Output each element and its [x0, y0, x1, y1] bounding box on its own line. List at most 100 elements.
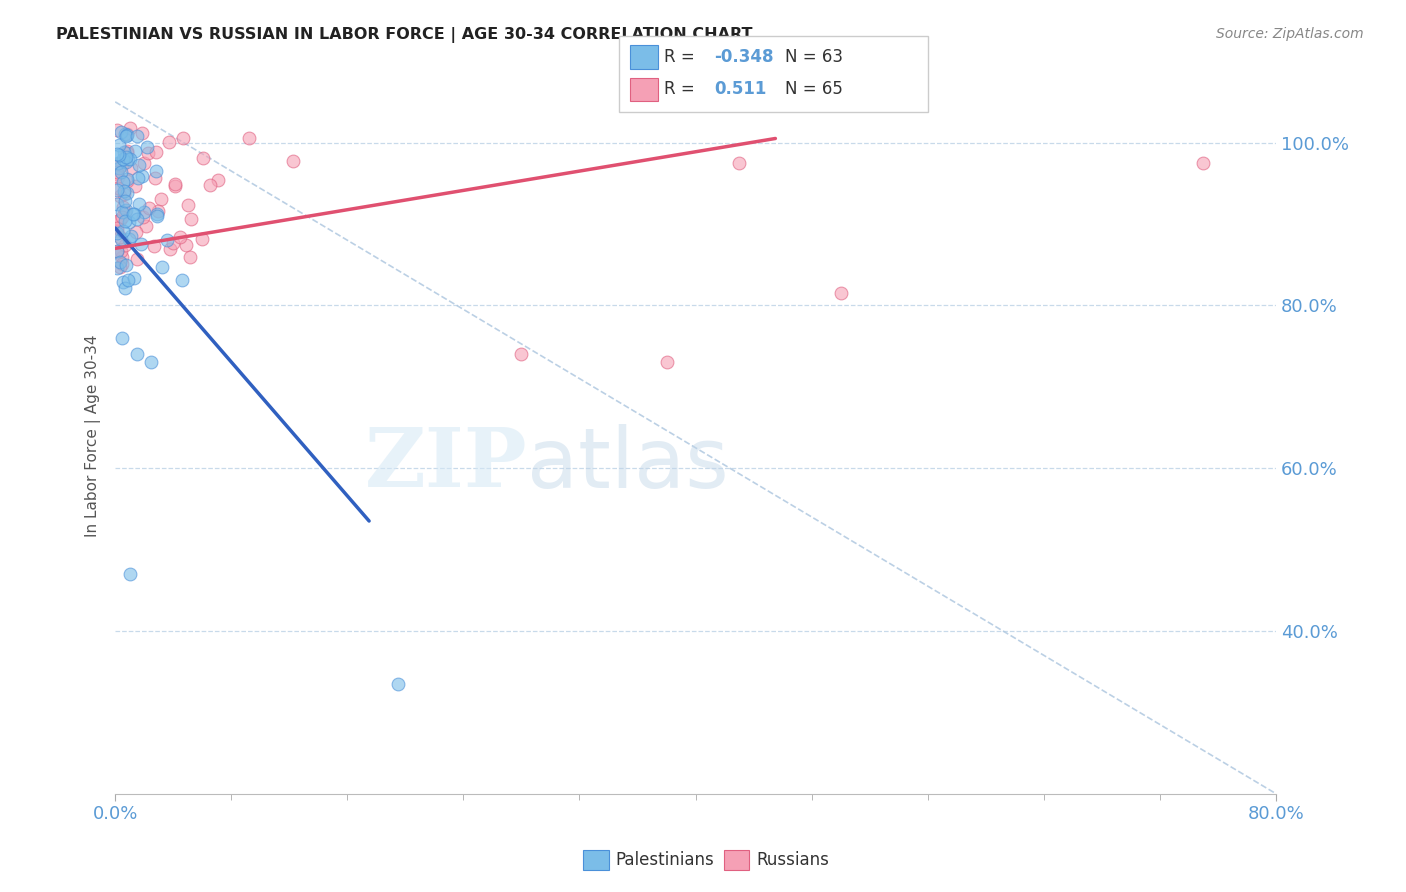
Point	[118, 120, 141, 135]
Point	[177, 198, 200, 212]
Point	[111, 250, 134, 264]
Point	[128, 197, 150, 211]
Point	[105, 165, 128, 179]
Point	[112, 145, 135, 159]
Point	[146, 207, 169, 221]
Point	[728, 156, 751, 170]
Point	[121, 161, 143, 176]
Text: Russians: Russians	[756, 851, 830, 869]
Point	[127, 252, 149, 267]
Text: N = 63: N = 63	[785, 48, 842, 66]
Point	[131, 169, 153, 183]
Point	[122, 270, 145, 285]
Point	[112, 200, 135, 214]
Point	[131, 126, 153, 140]
Point	[132, 211, 155, 225]
Point	[510, 347, 533, 361]
Point	[118, 153, 141, 167]
Point	[114, 281, 136, 295]
Point	[114, 213, 136, 227]
Point	[108, 161, 131, 176]
Point	[118, 566, 141, 581]
Point	[143, 170, 166, 185]
Text: R =: R =	[664, 48, 695, 66]
Point	[162, 235, 184, 250]
Point	[655, 355, 678, 369]
Point	[238, 131, 260, 145]
Point	[105, 260, 128, 275]
Point	[125, 128, 148, 143]
Point	[146, 209, 169, 223]
Point	[108, 230, 131, 244]
Point	[105, 123, 128, 137]
Point	[117, 273, 139, 287]
Point	[170, 273, 193, 287]
Point	[124, 207, 146, 221]
Point	[115, 146, 138, 161]
Point	[114, 238, 136, 252]
Point	[129, 237, 152, 252]
Point	[114, 202, 136, 217]
Point	[111, 210, 134, 224]
Text: Source: ZipAtlas.com: Source: ZipAtlas.com	[1216, 27, 1364, 41]
Point	[105, 244, 128, 258]
Point	[114, 185, 136, 199]
Point	[105, 226, 128, 240]
Point	[150, 192, 173, 206]
Point	[115, 155, 138, 169]
Point	[105, 167, 128, 181]
Point	[127, 170, 149, 185]
Point	[105, 156, 128, 170]
Point	[115, 127, 138, 141]
Point	[110, 189, 132, 203]
Y-axis label: In Labor Force | Age 30-34: In Labor Force | Age 30-34	[86, 334, 101, 537]
Point	[114, 204, 136, 219]
Point	[115, 145, 138, 159]
Point	[115, 172, 138, 186]
Text: N = 65: N = 65	[785, 80, 842, 98]
Point	[117, 128, 139, 143]
Point	[163, 178, 186, 193]
Point	[115, 173, 138, 187]
Point	[117, 186, 139, 200]
Point	[174, 237, 197, 252]
Point	[112, 152, 135, 166]
Point	[179, 251, 201, 265]
Point	[111, 158, 134, 172]
Point	[108, 213, 131, 227]
Text: PALESTINIAN VS RUSSIAN IN LABOR FORCE | AGE 30-34 CORRELATION CHART: PALESTINIAN VS RUSSIAN IN LABOR FORCE | …	[56, 27, 752, 43]
Point	[110, 232, 132, 246]
Point	[198, 178, 221, 193]
Point	[124, 178, 146, 193]
Point	[120, 229, 142, 244]
Point	[108, 255, 131, 269]
Point	[105, 224, 128, 238]
Point	[127, 212, 149, 227]
Point	[112, 187, 135, 202]
Point	[134, 155, 156, 169]
Point	[163, 178, 186, 192]
Point	[172, 130, 194, 145]
Point	[105, 196, 128, 211]
Point	[150, 260, 173, 274]
Point	[112, 276, 135, 290]
Text: 0.511: 0.511	[714, 80, 766, 98]
Point	[169, 229, 191, 244]
Point	[105, 220, 128, 235]
Text: ZIP: ZIP	[364, 425, 527, 504]
Point	[180, 211, 202, 226]
Point	[132, 205, 155, 219]
Point	[110, 260, 132, 274]
Point	[148, 203, 170, 218]
Point	[111, 175, 134, 189]
Point	[125, 225, 148, 239]
Point	[111, 257, 134, 271]
Point	[115, 150, 138, 164]
Point	[107, 180, 129, 194]
Point	[135, 219, 157, 234]
Point	[145, 145, 167, 159]
Point	[105, 244, 128, 259]
Point	[121, 207, 143, 221]
Text: Palestinians: Palestinians	[616, 851, 714, 869]
Point	[830, 286, 852, 301]
